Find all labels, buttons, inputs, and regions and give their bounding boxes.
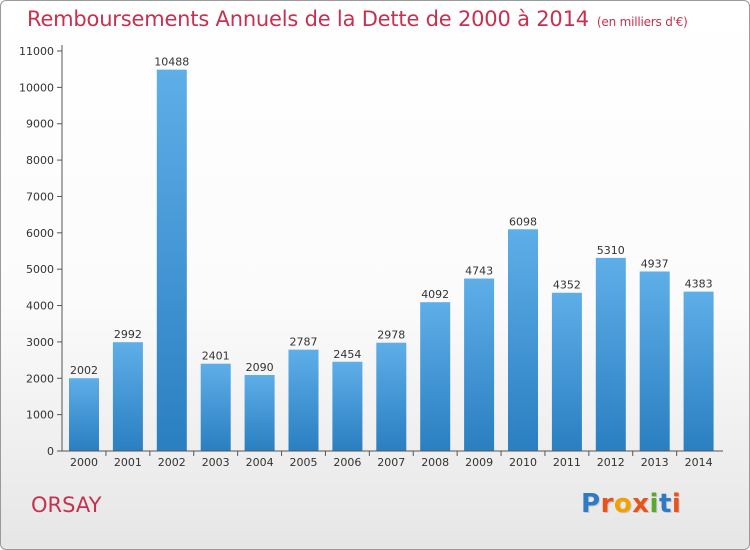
y-tick-label: 11000 bbox=[19, 45, 54, 58]
proxiti-logo: Proxiti bbox=[581, 489, 681, 519]
chart-title: Remboursements Annuels de la Dette de 20… bbox=[27, 7, 688, 31]
bar-2011 bbox=[551, 292, 582, 451]
chart-unit: (en milliers d'€) bbox=[596, 15, 688, 29]
bar-2006 bbox=[332, 361, 363, 451]
bar-2003 bbox=[200, 363, 231, 451]
y-tick-label: 0 bbox=[47, 445, 54, 458]
x-tick-label: 2006 bbox=[333, 456, 361, 469]
logo-letter: t bbox=[658, 489, 672, 519]
y-tick-label: 4000 bbox=[26, 300, 54, 313]
bar-value-label: 2787 bbox=[290, 336, 318, 349]
bar-value-label: 4092 bbox=[421, 288, 449, 301]
bar-2002 bbox=[156, 69, 187, 452]
bar-value-label: 5310 bbox=[597, 244, 625, 257]
x-tick-label: 2009 bbox=[465, 456, 493, 469]
logo-letter: P bbox=[581, 489, 601, 519]
x-tick-label: 2000 bbox=[70, 456, 98, 469]
y-tick-label: 9000 bbox=[26, 118, 54, 131]
x-tick-label: 2008 bbox=[421, 456, 449, 469]
bar-2014 bbox=[683, 291, 714, 451]
bar-2012 bbox=[595, 257, 626, 451]
x-tick-label: 2014 bbox=[685, 456, 713, 469]
bar-value-label: 10488 bbox=[154, 56, 189, 69]
bar-value-label: 2978 bbox=[377, 329, 405, 342]
bar-value-label: 4352 bbox=[553, 279, 581, 292]
bar-2000 bbox=[69, 378, 99, 451]
bar-value-label: 2454 bbox=[333, 348, 361, 361]
bar-2004 bbox=[244, 375, 275, 451]
x-tick-label: 2003 bbox=[202, 456, 230, 469]
y-tick-label: 2000 bbox=[26, 372, 54, 385]
y-tick-label: 5000 bbox=[26, 263, 54, 276]
bar-value-label: 2090 bbox=[246, 361, 274, 374]
bar-value-label: 4937 bbox=[641, 257, 669, 270]
x-tick-label: 2002 bbox=[158, 456, 186, 469]
x-axis: 2000 2001 2002 2003 2004 2005 2006 2007 2008 2009… bbox=[57, 450, 723, 469]
x-tick-label: 2007 bbox=[377, 456, 405, 469]
x-tick-label: 2005 bbox=[290, 456, 318, 469]
bar-value-label: 4383 bbox=[685, 278, 713, 291]
y-tick-label: 8000 bbox=[26, 154, 54, 167]
bar-2010 bbox=[508, 229, 538, 451]
bar-2009 bbox=[464, 278, 495, 451]
y-tick-label: 6000 bbox=[26, 227, 54, 240]
bar-2005 bbox=[288, 349, 319, 451]
bar-2007 bbox=[376, 342, 407, 451]
bar-value-label: 2992 bbox=[114, 328, 142, 341]
logo-letter: r bbox=[600, 489, 614, 519]
bar-value-label: 2002 bbox=[70, 364, 98, 377]
logo-letter: i bbox=[671, 489, 682, 519]
y-tick-label: 10000 bbox=[19, 81, 54, 94]
bar-2001 bbox=[112, 342, 143, 451]
x-tick-label: 2012 bbox=[597, 456, 625, 469]
bar-value-label: 4743 bbox=[465, 265, 493, 278]
bar-value-label: 2401 bbox=[202, 350, 230, 363]
y-tick-label: 3000 bbox=[26, 336, 54, 349]
logo-letter: o bbox=[613, 489, 633, 519]
bar-2013 bbox=[639, 271, 670, 451]
x-tick-label: 2013 bbox=[641, 456, 669, 469]
chart-title-text: Remboursements Annuels de la Dette de 20… bbox=[27, 7, 589, 31]
y-tick-label: 1000 bbox=[26, 409, 54, 422]
bar-value-label: 6098 bbox=[509, 215, 537, 228]
y-axis: 0 1000 2000 3000 4000 5000 6000 7000 8000 9000 100… bbox=[19, 45, 63, 458]
logo-letter: i bbox=[649, 489, 659, 519]
x-tick-label: 2004 bbox=[246, 456, 274, 469]
logo-letter: x bbox=[632, 489, 650, 519]
y-tick-label: 7000 bbox=[26, 190, 54, 203]
x-tick-label: 2001 bbox=[114, 456, 142, 469]
town-name: ORSAY bbox=[31, 493, 102, 517]
bar-2008 bbox=[420, 302, 451, 451]
bars: 2002 2992 10488 2401 2090 2787 2454 2978 4092 474… bbox=[69, 56, 714, 452]
x-tick-label: 2011 bbox=[553, 456, 581, 469]
x-tick-label: 2010 bbox=[509, 456, 537, 469]
